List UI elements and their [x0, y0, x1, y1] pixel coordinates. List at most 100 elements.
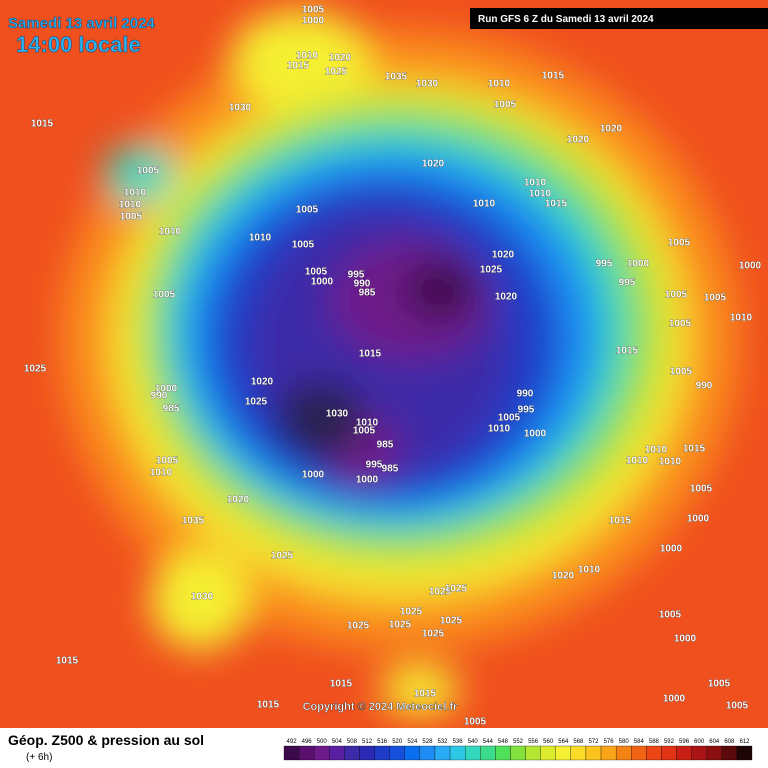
pressure-label: 1025: [24, 364, 47, 375]
scale-label: 544: [483, 739, 494, 745]
scale-label: 492: [287, 739, 298, 745]
scale-label: 528: [422, 739, 433, 745]
pressure-label: 1005: [726, 701, 749, 712]
pressure-label: 1010: [159, 227, 182, 238]
pressure-label: 1005: [704, 293, 727, 304]
scale-swatch: [555, 745, 571, 761]
scale-label: 588: [649, 739, 660, 745]
pressure-label: 1005: [353, 426, 376, 437]
scale-label: 592: [664, 739, 675, 745]
pressure-label: 1010: [119, 200, 142, 211]
pressure-label: 1010: [578, 565, 601, 576]
scale-label: 552: [513, 739, 524, 745]
scale-label: 504: [332, 739, 343, 745]
scale-label: 576: [604, 739, 615, 745]
pressure-label: 995: [348, 270, 365, 281]
pressure-label: 1000: [674, 634, 697, 645]
scale-swatch: [721, 745, 738, 761]
pressure-label: 1015: [330, 679, 353, 690]
pressure-label: 1005: [665, 290, 688, 301]
scale-swatch: [540, 745, 556, 761]
pressure-label: 1005: [120, 212, 143, 223]
scale-label: 596: [679, 739, 690, 745]
scale-swatch: [585, 745, 602, 761]
pressure-label: 1005: [292, 240, 315, 251]
pressure-labels: 1005 1000 1010 1015 1020 1025 1035 1030 1010 1015…: [24, 4, 762, 728]
scale-swatch: [329, 745, 345, 761]
pressure-label: 1020: [552, 571, 575, 582]
scale-swatch: [510, 745, 526, 761]
scale-label: 564: [558, 739, 569, 745]
scale-swatch: [615, 745, 632, 761]
scale-label: 608: [724, 739, 735, 745]
pressure-label: 1025: [480, 265, 503, 276]
pressure-label: 1020: [422, 159, 445, 170]
scale-swatch: [389, 745, 405, 761]
pressure-label: 1000: [356, 475, 379, 486]
pressure-label: 1025: [445, 584, 468, 595]
pressure-label: 1035: [385, 72, 408, 83]
pressure-label: 1025: [245, 397, 268, 408]
pressure-label: 1005: [690, 484, 713, 495]
scale-swatch: [314, 745, 330, 761]
pressure-label: 990: [696, 381, 713, 392]
geopotential-field: [0, 0, 768, 728]
date: Samedi 13 avril 2024: [8, 15, 155, 32]
pressure-label: 1015: [287, 61, 310, 72]
pressure-label: 1000: [687, 514, 710, 525]
pressure-label: 1015: [31, 119, 54, 130]
run-info: Run GFS 6 Z du Samedi 13 avril 2024: [478, 14, 654, 25]
pressure-label: 995: [366, 460, 383, 471]
pressure-label: 1020: [329, 53, 352, 64]
pressure-label: 1000: [155, 384, 178, 395]
pressure-label: 1025: [347, 621, 370, 632]
pressure-label: 1030: [229, 103, 252, 114]
pressure-label: 1010: [150, 468, 173, 479]
scale-swatch: [419, 745, 436, 761]
scale-label: 500: [317, 739, 328, 745]
pressure-label: 985: [382, 464, 399, 475]
pressure-label: 1015: [56, 656, 79, 667]
pressure-label: 1005: [464, 717, 487, 728]
scale-swatch: [646, 745, 662, 761]
time: 14:00 locale: [16, 32, 141, 57]
scale-label: 532: [438, 739, 449, 745]
pressure-label: 1005: [668, 238, 691, 249]
scale-swatch: [691, 745, 707, 761]
scale-swatch: [434, 745, 451, 761]
scale-swatch: [374, 745, 390, 761]
scale-label: 516: [377, 739, 388, 745]
pressure-label: 1000: [524, 429, 547, 440]
pressure-label: 1005: [669, 319, 692, 330]
scale-label: 512: [362, 739, 373, 745]
pressure-label: 1030: [326, 409, 349, 420]
scale-swatch: [465, 745, 481, 761]
pressure-label: 1025: [271, 551, 294, 562]
pressure-label: 1015: [414, 689, 437, 700]
scale-swatch: [480, 745, 496, 761]
pressure-label: 1000: [302, 16, 325, 27]
pressure-label: 1005: [670, 367, 693, 378]
pressure-label: 1025: [389, 620, 412, 631]
scale-swatch: [298, 745, 315, 761]
scale-swatch: [631, 745, 647, 761]
scale-label: 536: [453, 739, 464, 745]
pressure-label: 1025: [440, 616, 463, 627]
scale-swatch: [495, 745, 511, 761]
pressure-label: 995: [619, 278, 636, 289]
pressure-label: 1005: [305, 267, 328, 278]
pressure-label: 1010: [645, 445, 668, 456]
pressure-label: 1010: [488, 79, 511, 90]
pressure-label: 990: [354, 279, 371, 290]
copyright: Copyright © 2024 Meteociel.fr: [303, 701, 459, 713]
scale-swatch: [359, 745, 375, 761]
pressure-label: 1015: [616, 346, 639, 357]
pressure-label: 1015: [683, 444, 706, 455]
pressure-label: 1005: [156, 456, 179, 467]
scale-label: 612: [739, 739, 750, 745]
scale-swatch: [283, 745, 300, 761]
scale-label: 568: [573, 739, 584, 745]
scale-label: 548: [498, 739, 509, 745]
pressure-label: 1010: [124, 188, 147, 199]
pressure-label: 1035: [182, 516, 205, 527]
